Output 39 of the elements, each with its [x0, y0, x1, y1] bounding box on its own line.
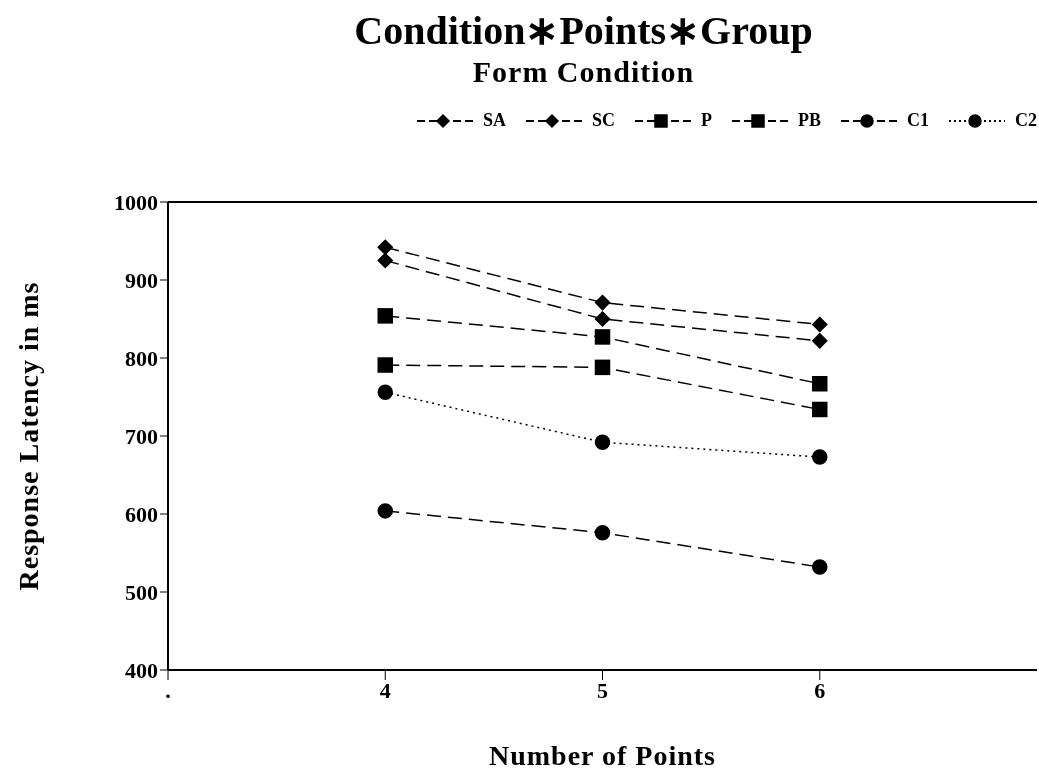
y-tick-label: 800	[125, 345, 158, 371]
x-tick-label: 4	[379, 677, 391, 703]
point	[594, 329, 611, 345]
legend-label: C2	[1015, 110, 1037, 131]
point	[594, 311, 611, 327]
point	[377, 308, 393, 324]
chart-subtitle: Form Condition	[471, 54, 696, 90]
point	[812, 449, 828, 465]
point	[377, 384, 393, 401]
point	[594, 524, 611, 541]
legend-label: C1	[907, 110, 929, 131]
y-tick-label: 600	[125, 501, 158, 527]
legend-label: SA	[482, 110, 506, 131]
x-tick-label: 5	[597, 677, 608, 703]
y-tick-label: 400	[125, 657, 158, 683]
chart-title: Condition∗Points∗Group	[353, 8, 814, 54]
point	[594, 359, 611, 376]
y-tick-label: 1000	[114, 189, 158, 215]
y-tick-label: 500	[125, 579, 158, 605]
point	[377, 503, 393, 519]
y-tick-label: 700	[125, 423, 158, 449]
point	[812, 375, 828, 392]
point	[812, 316, 828, 333]
point	[594, 294, 611, 311]
legend-label: P	[700, 110, 712, 131]
x-axis-title: Number of Points	[488, 740, 717, 771]
point	[377, 239, 393, 255]
point	[812, 559, 828, 575]
point	[812, 333, 828, 349]
x-tick-label: 6	[814, 677, 826, 703]
x-tick-label: .	[165, 677, 171, 703]
point	[377, 252, 393, 269]
point	[377, 357, 393, 373]
y-tick-label: 900	[125, 267, 158, 293]
legend-label: PB	[797, 110, 821, 131]
y-axis-title: Response Latency in ms	[12, 281, 44, 591]
point	[812, 401, 828, 418]
legend-label: SC	[591, 110, 615, 131]
point	[594, 434, 611, 450]
